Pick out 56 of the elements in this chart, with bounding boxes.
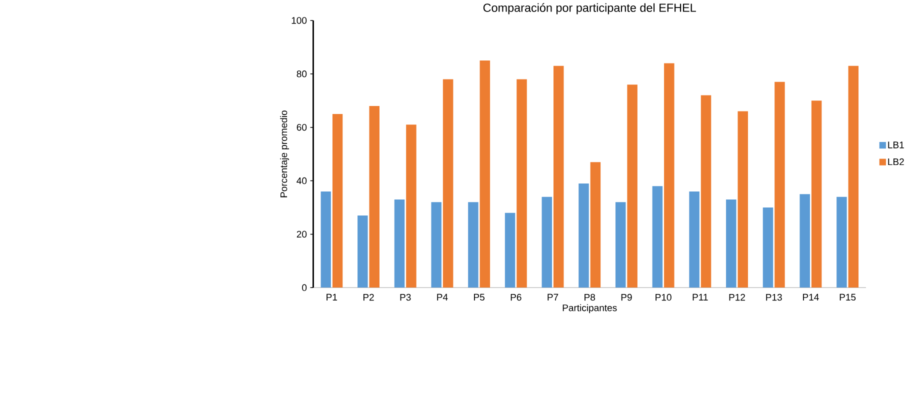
bar — [406, 124, 416, 288]
bar — [800, 194, 810, 288]
y-tick-label: 40 — [296, 178, 307, 184]
bar — [615, 202, 626, 288]
bar — [848, 66, 859, 288]
bar — [442, 79, 454, 288]
y-tick-label: 100 — [292, 17, 307, 24]
bar — [332, 114, 343, 288]
bar — [431, 202, 442, 288]
bar — [836, 197, 847, 288]
x-tick-label: P7 — [548, 294, 558, 301]
bar — [700, 95, 712, 288]
bar — [590, 162, 601, 288]
bar — [516, 79, 527, 288]
y-axis-title: Porcentaje promedio — [280, 110, 290, 198]
x-tick-label: P6 — [510, 294, 522, 301]
bar — [726, 200, 736, 288]
y-tick-label: 20 — [296, 231, 307, 238]
bar — [394, 200, 405, 288]
x-tick-label: P14 — [803, 294, 819, 301]
x-tick-label: P13 — [766, 294, 782, 301]
x-tick-label: P15 — [840, 294, 856, 301]
bar — [553, 66, 564, 288]
bar — [689, 192, 700, 288]
bar — [504, 213, 516, 288]
legend-label: LB2 — [888, 158, 904, 166]
x-tick-label: P4 — [437, 294, 448, 301]
bar — [358, 216, 368, 288]
bar — [774, 82, 785, 288]
bar — [652, 186, 663, 288]
x-tick-label: P10 — [656, 294, 672, 301]
x-axis-title: Participantes — [562, 304, 617, 314]
x-tick-label: P1 — [326, 294, 338, 301]
bar — [468, 202, 478, 288]
x-tick-label: P9 — [621, 294, 632, 301]
bar — [369, 106, 380, 288]
x-tick-label: P8 — [584, 294, 596, 301]
x-tick-label: P12 — [729, 294, 745, 301]
x-tick-label: P11 — [692, 294, 708, 301]
x-tick-label: P2 — [363, 294, 374, 301]
chart-title: Comparación por participante del EFHEL — [483, 3, 696, 14]
y-tick-label: 0 — [302, 284, 307, 292]
bar — [320, 192, 331, 288]
x-tick-label: P5 — [474, 294, 484, 301]
x-tick-label: P3 — [400, 294, 411, 301]
bar — [664, 63, 674, 288]
bar — [762, 208, 774, 288]
y-tick-label: 80 — [296, 70, 307, 78]
legend-label: LB1 — [888, 142, 904, 148]
bar — [480, 60, 490, 288]
y-tick-label: 60 — [296, 124, 307, 131]
bar — [542, 197, 552, 288]
bar — [738, 111, 748, 288]
bar — [811, 100, 822, 288]
bar — [578, 184, 589, 288]
bar — [627, 84, 638, 288]
